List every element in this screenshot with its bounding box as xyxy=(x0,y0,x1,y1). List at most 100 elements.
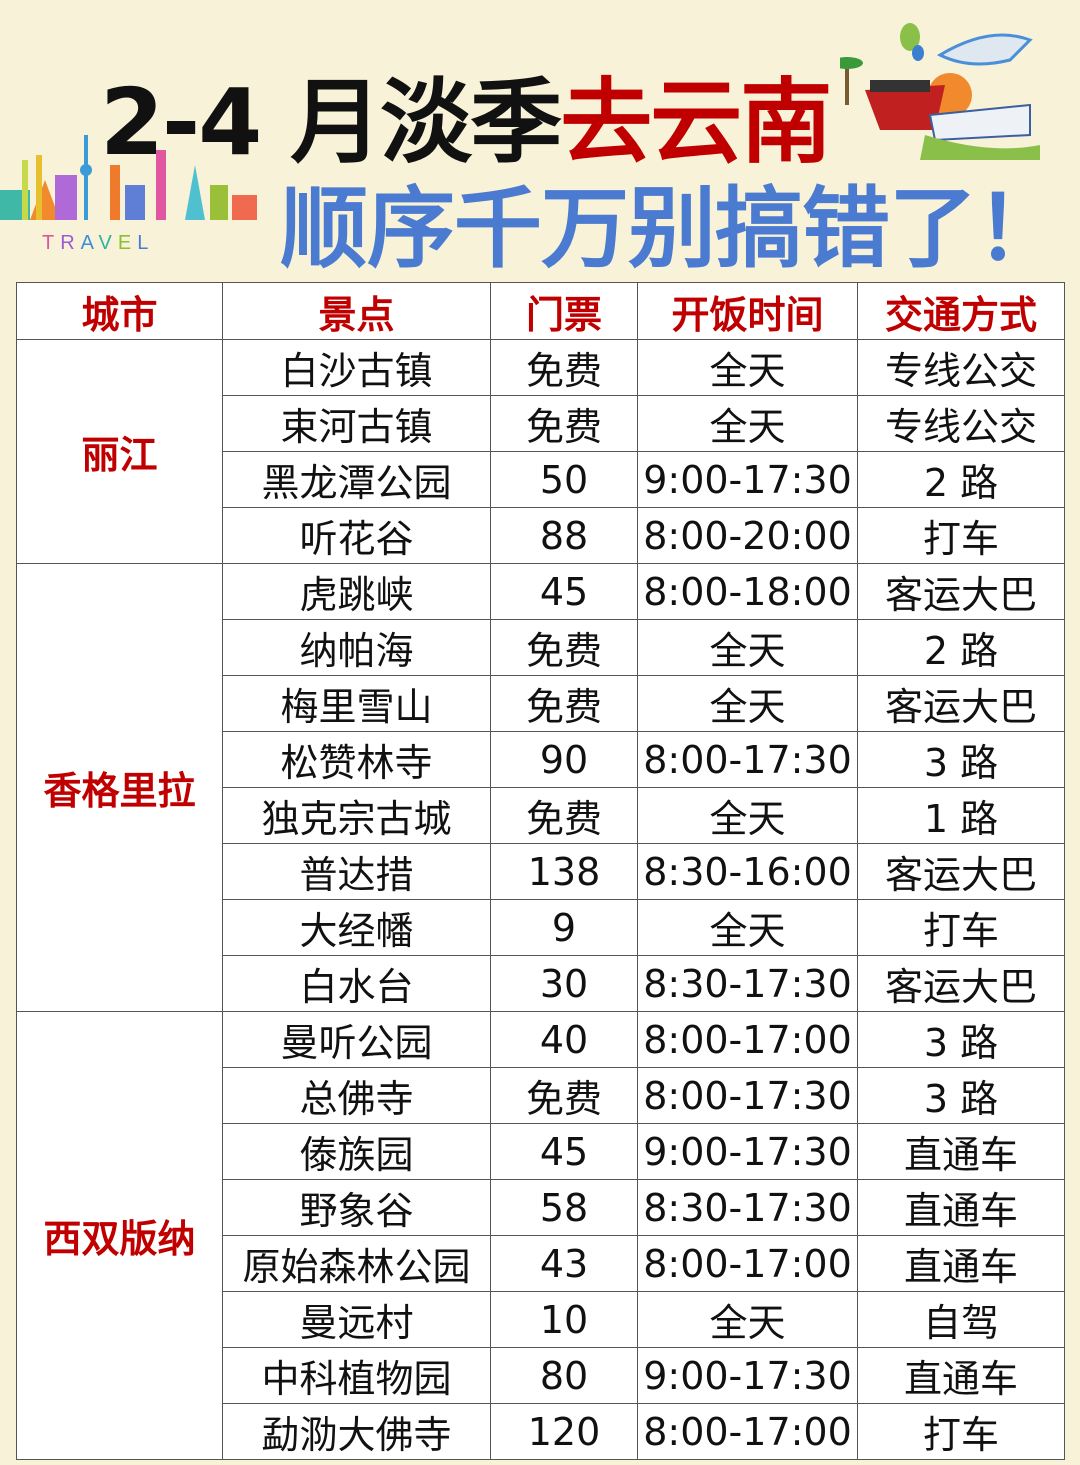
table-row: 听花谷 88 8:00-20:00 打车 xyxy=(17,507,1065,564)
hours-cell: 9:00-17:30 xyxy=(637,1347,858,1404)
hours-cell: 全天 xyxy=(637,675,858,732)
ticket-cell: 43 xyxy=(490,1235,638,1292)
hours-cell: 8:00-17:00 xyxy=(637,1235,858,1292)
attraction-cell: 曼听公园 xyxy=(222,1011,491,1068)
transport-cell: 直通车 xyxy=(857,1235,1065,1292)
hours-cell: 9:00-17:30 xyxy=(637,451,858,508)
city-skyline-illustration xyxy=(0,135,257,220)
header-city: 城市 xyxy=(16,282,223,340)
header-transport: 交通方式 xyxy=(857,282,1065,340)
table-row: 大经幡 9 全天 打车 xyxy=(17,899,1065,956)
attraction-cell: 松赞林寺 xyxy=(222,731,491,788)
ticket-cell: 45 xyxy=(490,1123,638,1180)
table-row: 曼远村 10 全天 自驾 xyxy=(17,1291,1065,1348)
hours-cell: 8:00-20:00 xyxy=(637,507,858,564)
ticket-cell: 80 xyxy=(490,1347,638,1404)
attraction-cell: 黑龙潭公园 xyxy=(222,451,491,508)
attraction-cell: 纳帕海 xyxy=(222,619,491,676)
hours-cell: 9:00-17:30 xyxy=(637,1123,858,1180)
header-ticket: 门票 xyxy=(490,282,638,340)
transport-cell: 专线公交 xyxy=(857,339,1065,396)
ticket-cell: 免费 xyxy=(490,675,638,732)
transport-cell: 3 路 xyxy=(857,1011,1065,1068)
attraction-cell: 傣族园 xyxy=(222,1123,491,1180)
attraction-cell: 总佛寺 xyxy=(222,1067,491,1124)
table-row: 普达措 138 8:30-16:00 客运大巴 xyxy=(17,843,1065,900)
transport-cell: 专线公交 xyxy=(857,395,1065,452)
ticket-cell: 免费 xyxy=(490,339,638,396)
ticket-cell: 免费 xyxy=(490,395,638,452)
city-cell: 香格里拉 xyxy=(16,563,223,1012)
transport-cell: 直通车 xyxy=(857,1123,1065,1180)
hours-cell: 8:00-17:30 xyxy=(637,731,858,788)
hours-cell: 全天 xyxy=(637,619,858,676)
ticket-cell: 120 xyxy=(490,1403,638,1460)
transport-cell: 客运大巴 xyxy=(857,843,1065,900)
ticket-cell: 45 xyxy=(490,563,638,620)
table-row: 丽江 白沙古镇 免费 全天 专线公交 xyxy=(16,339,1065,564)
table-row: 白水台 30 8:30-17:30 客运大巴 xyxy=(17,955,1065,1012)
attraction-cell: 听花谷 xyxy=(222,507,491,564)
transport-cell: 打车 xyxy=(857,1403,1065,1460)
ticket-cell: 免费 xyxy=(490,787,638,844)
table-row: 纳帕海 免费 全天 2 路 xyxy=(17,619,1065,676)
hours-cell: 8:30-17:30 xyxy=(637,955,858,1012)
hours-cell: 8:00-17:30 xyxy=(637,1067,858,1124)
attraction-cell: 野象谷 xyxy=(222,1179,491,1236)
ticket-cell: 40 xyxy=(490,1011,638,1068)
table-row: 原始森林公园 43 8:00-17:00 直通车 xyxy=(17,1235,1065,1292)
transport-cell: 客运大巴 xyxy=(857,675,1065,732)
transport-cell: 3 路 xyxy=(857,731,1065,788)
table-row: 中科植物园 80 9:00-17:30 直通车 xyxy=(17,1347,1065,1404)
table-row: 傣族园 45 9:00-17:30 直通车 xyxy=(17,1123,1065,1180)
hours-cell: 8:00-17:00 xyxy=(637,1403,858,1460)
attraction-cell: 虎跳峡 xyxy=(222,563,491,620)
table-row: 香格里拉 虎跳峡 45 8:00-18:00 客运大巴 xyxy=(16,563,1065,1012)
attraction-cell: 勐泐大佛寺 xyxy=(222,1403,491,1460)
hours-cell: 8:00-17:00 xyxy=(637,1011,858,1068)
ticket-cell: 免费 xyxy=(490,619,638,676)
ticket-cell: 30 xyxy=(490,955,638,1012)
table-header-row: 城市 景点 门票 开饭时间 交通方式 xyxy=(16,282,1065,340)
ticket-cell: 9 xyxy=(490,899,638,956)
header-hours: 开饭时间 xyxy=(637,282,858,340)
ticket-cell: 90 xyxy=(490,731,638,788)
attraction-cell: 中科植物园 xyxy=(222,1347,491,1404)
table-row: 勐泐大佛寺 120 8:00-17:00 打车 xyxy=(17,1403,1065,1460)
attraction-cell: 梅里雪山 xyxy=(222,675,491,732)
title-red-text: 去云南 xyxy=(560,69,832,176)
attraction-cell: 原始森林公园 xyxy=(222,1235,491,1292)
table-row: 西双版纳 曼听公园 40 8:00-17:00 3 路 xyxy=(16,1011,1065,1460)
attraction-cell: 普达措 xyxy=(222,843,491,900)
transport-cell: 直通车 xyxy=(857,1347,1065,1404)
hours-cell: 全天 xyxy=(637,787,858,844)
ticket-cell: 免费 xyxy=(490,1067,638,1124)
transport-cell: 直通车 xyxy=(857,1179,1065,1236)
hours-cell: 8:00-18:00 xyxy=(637,563,858,620)
table-row: 松赞林寺 90 8:00-17:30 3 路 xyxy=(17,731,1065,788)
attraction-cell: 独克宗古城 xyxy=(222,787,491,844)
city-cell: 丽江 xyxy=(16,339,223,564)
attraction-cell: 白沙古镇 xyxy=(222,339,491,396)
transport-cell: 2 路 xyxy=(857,451,1065,508)
attraction-cell: 大经幡 xyxy=(222,899,491,956)
title-line-1: 2-4 月淡季去云南 xyxy=(100,48,832,181)
table-row: 束河古镇 免费 全天 专线公交 xyxy=(17,395,1065,452)
attraction-cell: 白水台 xyxy=(222,955,491,1012)
ticket-cell: 58 xyxy=(490,1179,638,1236)
ticket-cell: 138 xyxy=(490,843,638,900)
table-row: 梅里雪山 免费 全天 客运大巴 xyxy=(17,675,1065,732)
table-row: 总佛寺 免费 8:00-17:30 3 路 xyxy=(17,1067,1065,1124)
transport-cell: 打车 xyxy=(857,899,1065,956)
table-row: 野象谷 58 8:30-17:30 直通车 xyxy=(17,1179,1065,1236)
attractions-table: 城市 景点 门票 开饭时间 交通方式 丽江 白沙古镇 免费 全天 专线公交 束河古镇 免费 全天 专线公… xyxy=(16,282,1065,1460)
transport-cell: 自驾 xyxy=(857,1291,1065,1348)
transport-cell: 打车 xyxy=(857,507,1065,564)
transport-cell: 2 路 xyxy=(857,619,1065,676)
table-row: 黑龙潭公园 50 9:00-17:30 2 路 xyxy=(17,451,1065,508)
hours-cell: 全天 xyxy=(637,1291,858,1348)
hours-cell: 8:30-17:30 xyxy=(637,1179,858,1236)
title-black-text: 2-4 月淡季 xyxy=(100,69,562,176)
ticket-cell: 10 xyxy=(490,1291,638,1348)
attraction-cell: 曼远村 xyxy=(222,1291,491,1348)
